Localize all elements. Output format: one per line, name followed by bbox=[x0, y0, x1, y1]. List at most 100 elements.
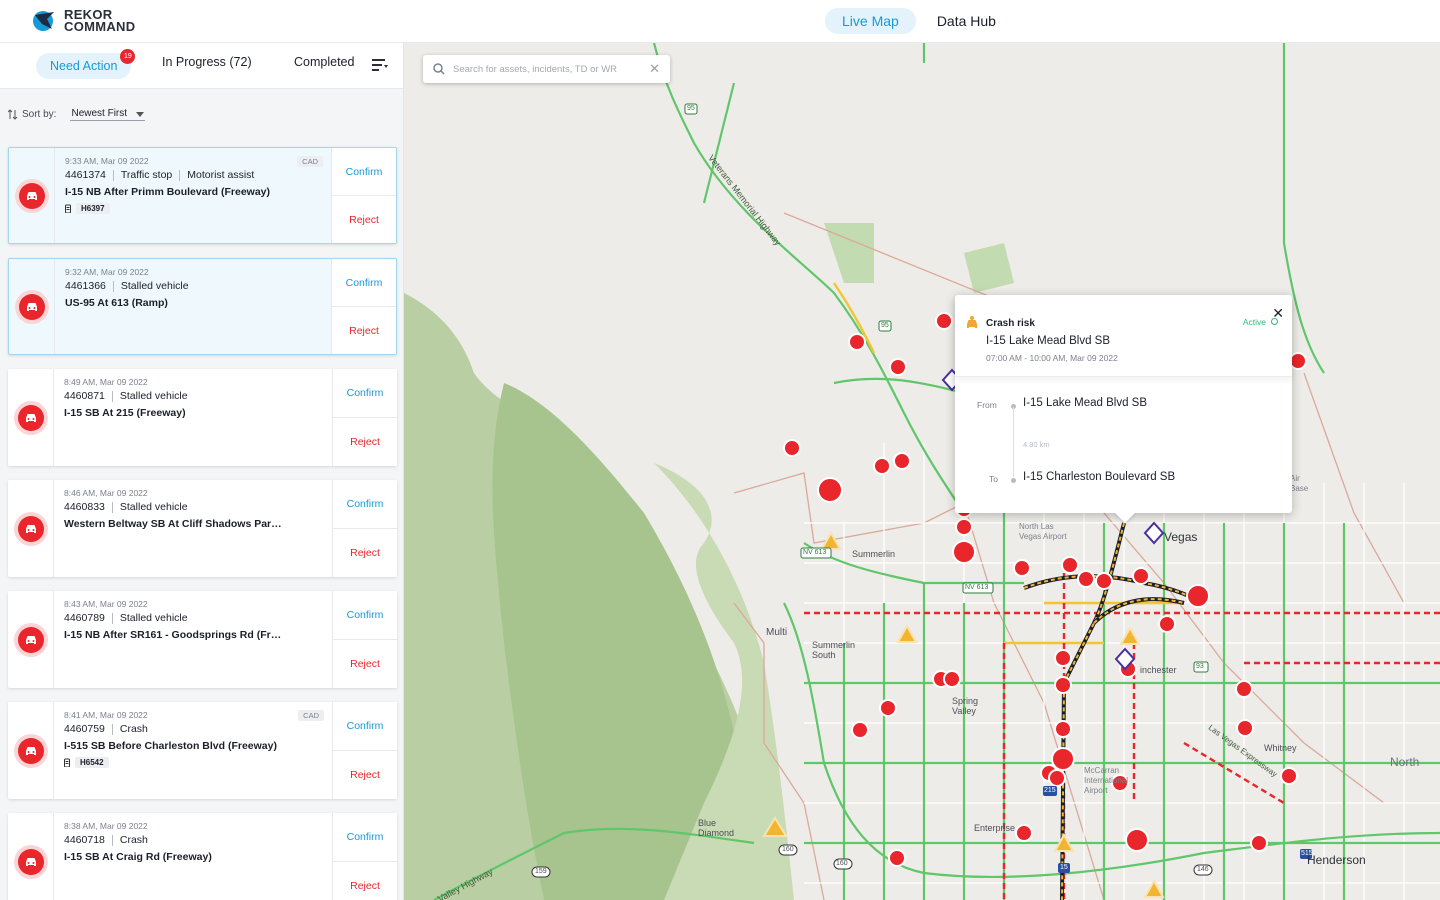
from-label: From bbox=[977, 400, 997, 410]
reject-button[interactable]: Reject bbox=[349, 324, 379, 337]
incident-icon-column bbox=[9, 148, 55, 243]
live-map[interactable]: Search for assets, incidents, TD or WR ✕… bbox=[404, 43, 1440, 900]
incident-card-body: 8:46 AM, Mar 09 2022 4460833 Stalled vehi… bbox=[54, 480, 332, 577]
incident-meta: 4460789 Stalled vehicle bbox=[64, 613, 324, 624]
incident-actions: Confirm Reject bbox=[331, 259, 396, 354]
crash-risk-popup[interactable]: Crash risk I-15 Lake Mead Blvd SB 07:00 … bbox=[955, 295, 1292, 523]
incident-time: 8:41 AM, Mar 09 2022 bbox=[64, 710, 148, 720]
incident-card[interactable]: 9:33 AM, Mar 09 2022 4461374 Traffic stop… bbox=[8, 147, 397, 244]
incident-icon-column bbox=[8, 480, 54, 577]
sort-row: Sort by: Newest First bbox=[8, 108, 146, 121]
shield-515: 515 bbox=[1301, 850, 1313, 857]
confirm-button[interactable]: Confirm bbox=[333, 369, 397, 418]
incident-card-body: 8:43 AM, Mar 09 2022 4460789 Stalled vehi… bbox=[54, 591, 332, 688]
sort-label: Sort by: bbox=[22, 109, 57, 120]
incident-card[interactable]: 8:46 AM, Mar 09 2022 4460833 Stalled vehi… bbox=[8, 480, 397, 577]
shield-160-b: 160 bbox=[836, 860, 848, 867]
logo-icon bbox=[33, 11, 54, 31]
car-incident-icon bbox=[17, 848, 44, 875]
clear-search-icon[interactable]: ✕ bbox=[649, 61, 660, 76]
incident-meta: 4460871 Stalled vehicle bbox=[64, 391, 324, 402]
shield-nv613: NV 613 bbox=[803, 549, 827, 556]
brand-line-2: COMMAND bbox=[64, 19, 136, 34]
park-area-light bbox=[654, 463, 794, 900]
car-incident-icon bbox=[18, 182, 45, 209]
shield-93: 93 bbox=[1196, 663, 1204, 670]
incident-card-body: 8:41 AM, Mar 09 2022 4460759 Crash I-515 … bbox=[54, 702, 332, 799]
reject-button[interactable]: Reject bbox=[350, 547, 380, 559]
popup-time: 07:00 AM - 10:00 AM, Mar 09 2022 bbox=[986, 353, 1118, 363]
from-dot bbox=[1011, 404, 1016, 409]
incident-location: I-15 SB At 215 (Freeway) bbox=[64, 407, 186, 419]
confirm-button[interactable]: Confirm bbox=[333, 813, 397, 862]
reject-button[interactable]: Reject bbox=[350, 769, 380, 781]
incident-card-body: 9:32 AM, Mar 09 2022 4461366 Stalled vehi… bbox=[55, 259, 331, 354]
incident-location: I-15 NB After Primm Boulevard (Freeway) bbox=[65, 186, 271, 198]
car-incident-icon bbox=[18, 293, 45, 320]
incident-icon-column bbox=[8, 369, 54, 466]
car-incident-icon bbox=[17, 737, 44, 764]
incident-time: 8:46 AM, Mar 09 2022 bbox=[64, 488, 148, 498]
incident-id: 4460718 bbox=[64, 835, 113, 846]
reject-button[interactable]: Reject bbox=[349, 213, 379, 226]
confirm-button[interactable]: Confirm bbox=[333, 591, 397, 640]
route-distance: 4.80 km bbox=[1023, 440, 1050, 449]
reject-button[interactable]: Reject bbox=[350, 658, 380, 670]
confirm-button[interactable]: Confirm bbox=[333, 480, 397, 529]
incident-type: Crash bbox=[119, 723, 148, 735]
incident-icon-column bbox=[8, 591, 54, 688]
incident-icon-column bbox=[8, 702, 54, 799]
incident-card[interactable]: 8:41 AM, Mar 09 2022 4460759 Crash I-515 … bbox=[8, 702, 397, 799]
reject-button[interactable]: Reject bbox=[350, 880, 380, 892]
incident-actions: Confirm Reject bbox=[332, 591, 397, 688]
incident-type: Motorist assist bbox=[187, 169, 255, 181]
incident-card[interactable]: 8:43 AM, Mar 09 2022 4460789 Stalled vehi… bbox=[8, 591, 397, 688]
logo[interactable]: REKOR COMMAND bbox=[32, 7, 135, 35]
radio-icon bbox=[65, 204, 71, 213]
map-search[interactable]: Search for assets, incidents, TD or WR ✕ bbox=[423, 55, 670, 83]
label-winchester: inchester bbox=[1140, 665, 1177, 675]
incident-time: 8:49 AM, Mar 09 2022 bbox=[64, 377, 148, 387]
crash-risk-icon bbox=[967, 316, 977, 328]
cad-badge: CAD bbox=[298, 710, 324, 721]
label-mccarran-airport: McCarran International Airport bbox=[1084, 766, 1129, 795]
incident-meta: 4460718 Crash bbox=[64, 835, 324, 846]
tab-live-map[interactable]: Live Map bbox=[825, 8, 916, 34]
popup-status: Active bbox=[1242, 317, 1266, 327]
incident-unit: H6397 bbox=[65, 203, 323, 214]
confirm-button[interactable]: Confirm bbox=[333, 702, 397, 751]
reject-button[interactable]: Reject bbox=[350, 436, 380, 448]
warning-markers bbox=[762, 530, 1165, 898]
shield-95-b: 95 bbox=[881, 322, 889, 329]
map-canvas[interactable] bbox=[404, 43, 1440, 900]
tab-completed[interactable]: Completed bbox=[294, 55, 355, 69]
sort-select[interactable]: Newest First bbox=[70, 108, 146, 121]
search-input[interactable]: Search for assets, incidents, TD or WR bbox=[453, 63, 618, 75]
incident-card[interactable]: 9:32 AM, Mar 09 2022 4461366 Stalled vehi… bbox=[8, 258, 397, 355]
incident-actions: Confirm Reject bbox=[332, 369, 397, 466]
label-spring-valley: Spring Valley bbox=[952, 696, 979, 716]
confirm-button[interactable]: Confirm bbox=[332, 259, 396, 307]
incident-card[interactable]: 8:38 AM, Mar 09 2022 4460718 Crash I-15 S… bbox=[8, 813, 397, 900]
incident-time: 9:33 AM, Mar 09 2022 bbox=[65, 156, 149, 166]
incident-panel: Need Action 19 In Progress (72) Complete… bbox=[0, 43, 404, 900]
incident-type: Traffic stop bbox=[121, 170, 181, 181]
close-icon[interactable]: ✕ bbox=[1272, 305, 1284, 321]
tab-data-hub[interactable]: Data Hub bbox=[936, 13, 996, 29]
main-nav: Live Map Data Hub bbox=[825, 8, 1013, 34]
incident-time: 8:43 AM, Mar 09 2022 bbox=[64, 599, 148, 609]
popup-type: Crash risk bbox=[986, 318, 1035, 329]
incident-type: Crash bbox=[119, 834, 148, 846]
incident-icon-column bbox=[9, 259, 55, 354]
incident-meta: 4461366 Stalled vehicle bbox=[65, 281, 323, 292]
filter-icon[interactable] bbox=[372, 58, 388, 72]
incident-id: 4460871 bbox=[64, 391, 113, 402]
incident-meta: 4460759 Crash bbox=[64, 724, 324, 735]
tab-in-progress[interactable]: In Progress (72) bbox=[162, 55, 252, 69]
shield-146: 146 bbox=[1197, 866, 1209, 873]
confirm-button[interactable]: Confirm bbox=[332, 148, 396, 196]
incident-icon-column bbox=[8, 813, 54, 900]
label-air-base: Air Base bbox=[1290, 474, 1309, 493]
tab-need-action[interactable]: Need Action 19 bbox=[36, 49, 136, 79]
incident-card[interactable]: 8:49 AM, Mar 09 2022 4460871 Stalled vehi… bbox=[8, 369, 397, 466]
